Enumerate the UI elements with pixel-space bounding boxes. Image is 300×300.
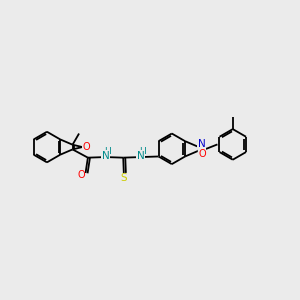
Text: O: O [82, 142, 90, 152]
Text: S: S [121, 173, 127, 183]
Text: O: O [198, 149, 206, 159]
Text: N: N [102, 151, 110, 161]
Text: N: N [198, 139, 206, 148]
Text: O: O [77, 170, 85, 180]
Text: H: H [139, 147, 146, 156]
Text: N: N [137, 151, 145, 161]
Text: H: H [104, 147, 111, 156]
